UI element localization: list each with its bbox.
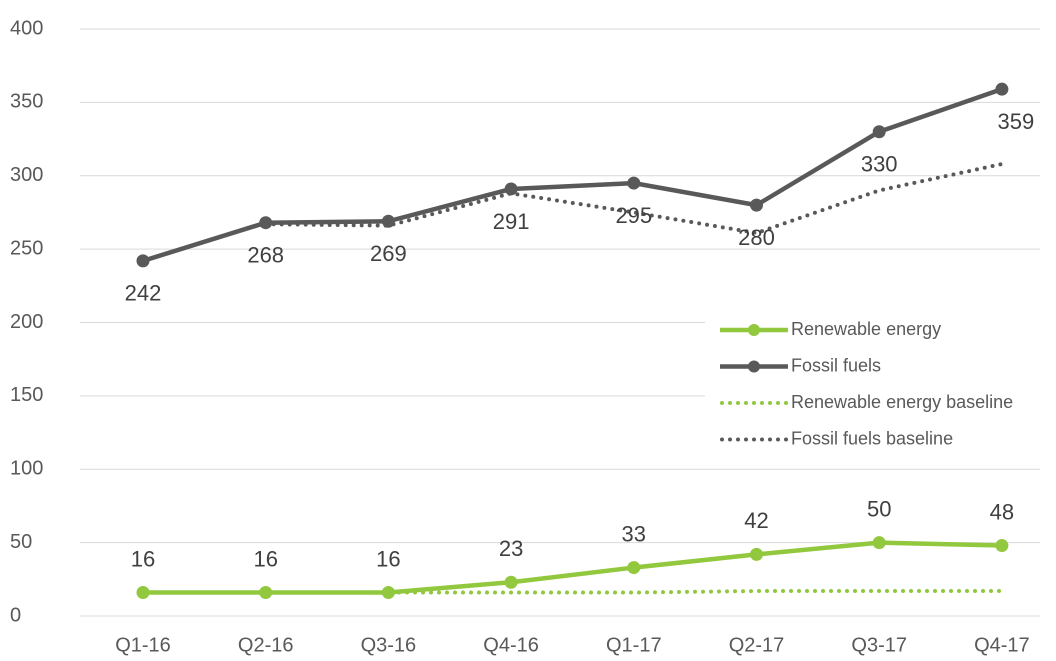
y-tick-label: 200 — [10, 311, 43, 333]
point — [627, 561, 641, 575]
point — [381, 586, 395, 600]
legend-label: Fossil fuels — [791, 355, 881, 375]
x-tick-label: Q3-16 — [361, 634, 417, 656]
data-label: 268 — [247, 243, 284, 268]
point — [872, 125, 886, 139]
point — [259, 586, 273, 600]
x-tick-label: Q3-17 — [851, 634, 907, 656]
x-tick-label: Q2-16 — [238, 634, 294, 656]
point — [995, 539, 1009, 553]
data-label: 50 — [867, 496, 891, 521]
point — [259, 216, 273, 230]
y-tick-label: 150 — [10, 384, 43, 406]
data-label: 291 — [493, 209, 530, 234]
y-tick-label: 350 — [10, 91, 43, 113]
y-tick-label: 250 — [10, 237, 43, 259]
data-label: 48 — [990, 499, 1014, 524]
data-label: 16 — [376, 546, 400, 571]
y-tick-label: 300 — [10, 164, 43, 186]
data-label: 242 — [125, 281, 162, 306]
point — [136, 586, 150, 600]
point — [995, 82, 1009, 96]
point — [504, 182, 518, 196]
legend-label: Renewable energy baseline — [791, 392, 1013, 412]
data-label: 23 — [499, 536, 523, 561]
legend-label: Renewable energy — [791, 319, 941, 339]
x-tick-label: Q2-17 — [729, 634, 785, 656]
x-tick-label: Q1-16 — [115, 634, 171, 656]
y-tick-label: 400 — [10, 17, 43, 39]
point — [872, 536, 886, 550]
x-tick-label: Q4-16 — [483, 634, 539, 656]
data-label: 280 — [738, 225, 775, 250]
series-line — [142, 87, 1003, 264]
legend-marker — [748, 324, 760, 336]
y-tick-label: 0 — [10, 604, 21, 626]
x-tick-label: Q1-17 — [606, 634, 662, 656]
y-tick-label: 100 — [10, 458, 43, 480]
data-label: 42 — [744, 508, 768, 533]
data-label: 330 — [861, 152, 898, 177]
data-label: 33 — [622, 521, 646, 546]
data-label: 16 — [253, 546, 277, 571]
point — [627, 176, 641, 190]
data-label: 16 — [131, 546, 155, 571]
y-tick-label: 50 — [10, 531, 32, 553]
data-label: 295 — [615, 203, 652, 228]
legend-marker — [748, 360, 760, 373]
point — [504, 575, 518, 589]
point — [136, 254, 150, 268]
series-line — [143, 540, 1002, 595]
point — [750, 547, 763, 561]
point — [750, 198, 763, 212]
data-label: 269 — [370, 241, 407, 266]
data-label: 359 — [998, 109, 1035, 134]
legend-label: Fossil fuels baseline — [791, 428, 953, 448]
x-tick-label: Q4-17 — [974, 634, 1030, 656]
point — [381, 214, 395, 228]
